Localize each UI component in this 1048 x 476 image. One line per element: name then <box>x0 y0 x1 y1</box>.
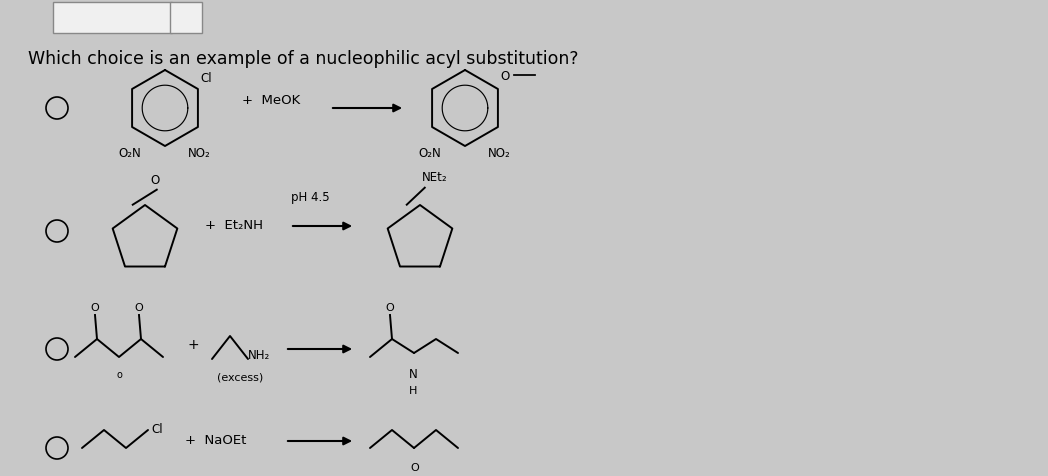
Text: O₂N: O₂N <box>118 147 141 159</box>
Text: O₂N: O₂N <box>418 147 441 159</box>
Text: O: O <box>90 302 100 312</box>
Text: O: O <box>500 70 509 83</box>
Text: H: H <box>409 385 417 395</box>
Text: NEt₂: NEt₂ <box>421 170 447 183</box>
Text: O: O <box>386 302 394 312</box>
Text: ◄)): ◄)) <box>73 13 90 23</box>
Text: O: O <box>134 302 144 312</box>
Text: pH 4.5: pH 4.5 <box>290 190 329 204</box>
Text: O: O <box>411 462 419 472</box>
Text: ≡: ≡ <box>58 13 67 23</box>
Text: +  NaOEt: + NaOEt <box>185 434 246 446</box>
Text: ▶: ▶ <box>181 12 191 25</box>
Text: +  Et₂NH: + Et₂NH <box>205 219 263 232</box>
Text: NO₂: NO₂ <box>188 147 211 159</box>
Text: O: O <box>150 173 159 186</box>
Text: NH₂: NH₂ <box>248 349 270 362</box>
Text: Listen: Listen <box>91 12 129 25</box>
FancyBboxPatch shape <box>53 3 172 34</box>
Text: +: + <box>188 337 199 351</box>
Text: N: N <box>409 367 417 380</box>
FancyBboxPatch shape <box>170 3 202 34</box>
Text: +  MeOK: + MeOK <box>242 94 300 107</box>
Text: Cl: Cl <box>151 423 162 436</box>
Text: (excess): (excess) <box>217 372 263 382</box>
Text: NO₂: NO₂ <box>488 147 510 159</box>
Text: Cl: Cl <box>200 72 212 85</box>
Text: o: o <box>116 369 122 379</box>
Text: Which choice is an example of a nucleophilic acyl substitution?: Which choice is an example of a nucleoph… <box>28 50 578 68</box>
